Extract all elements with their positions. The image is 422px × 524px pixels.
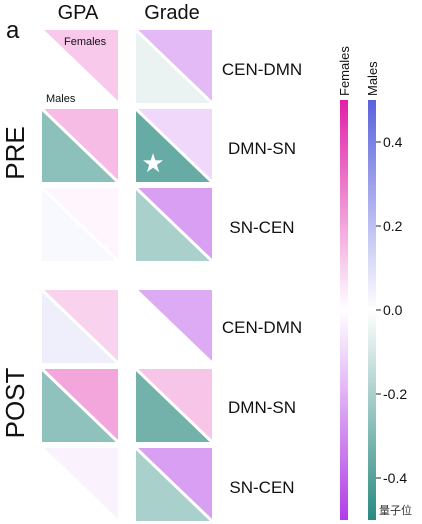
- group-label-post: POST: [0, 367, 30, 438]
- column-label-grade: Grade: [144, 2, 200, 24]
- column-label-gpa: GPA: [58, 2, 99, 24]
- watermark-label: 量子位: [379, 504, 412, 517]
- group-label-pre: PRE: [0, 126, 30, 179]
- cell-divider: [40, 446, 120, 523]
- cell-divider: [134, 367, 214, 444]
- cell-divider: [134, 446, 214, 523]
- triangle-label-females: Females: [64, 36, 107, 48]
- row-label-pre-cen-dmn: CEN-DMN: [222, 60, 302, 79]
- colorbar-label-females: Females: [337, 46, 352, 96]
- cell-divider: [134, 107, 214, 184]
- cell-divider: [40, 367, 120, 444]
- cell-divider: [40, 107, 120, 184]
- cell-divider: [134, 288, 214, 365]
- colorbar-females: [340, 100, 348, 520]
- row-label-post-cen-dmn: CEN-DMN: [222, 318, 302, 337]
- colorbar-label-males: Males: [365, 61, 380, 96]
- cell-divider: [40, 186, 120, 263]
- triangle-label-males: Males: [46, 93, 76, 105]
- cell-divider: [134, 186, 214, 263]
- colorbar-males: [368, 100, 376, 520]
- cell-divider: [40, 288, 120, 365]
- cell-divider: [40, 28, 120, 105]
- row-label-post-dmn-sn: DMN-SN: [228, 398, 296, 417]
- colorbar-tick-label: -0.2: [383, 386, 407, 402]
- row-label-pre-dmn-sn: DMN-SN: [228, 139, 296, 158]
- colorbar-tick-label: -0.4: [383, 470, 407, 486]
- heatmap-cells: ★: [40, 28, 214, 523]
- colorbar-tick-label: 0.0: [383, 302, 403, 318]
- significance-star-icon: ★: [141, 149, 164, 179]
- colorbar-ticks: 0.4 0.2 0.0 -0.2 -0.4: [376, 134, 407, 486]
- colorbar-tick-label: 0.2: [383, 218, 403, 234]
- row-label-pre-sn-cen: SN-CEN: [229, 218, 294, 237]
- row-label-post-sn-cen: SN-CEN: [229, 478, 294, 497]
- colorbar-tick-label: 0.4: [383, 134, 403, 150]
- panel-label: a: [6, 17, 20, 44]
- cell-divider: [134, 28, 214, 105]
